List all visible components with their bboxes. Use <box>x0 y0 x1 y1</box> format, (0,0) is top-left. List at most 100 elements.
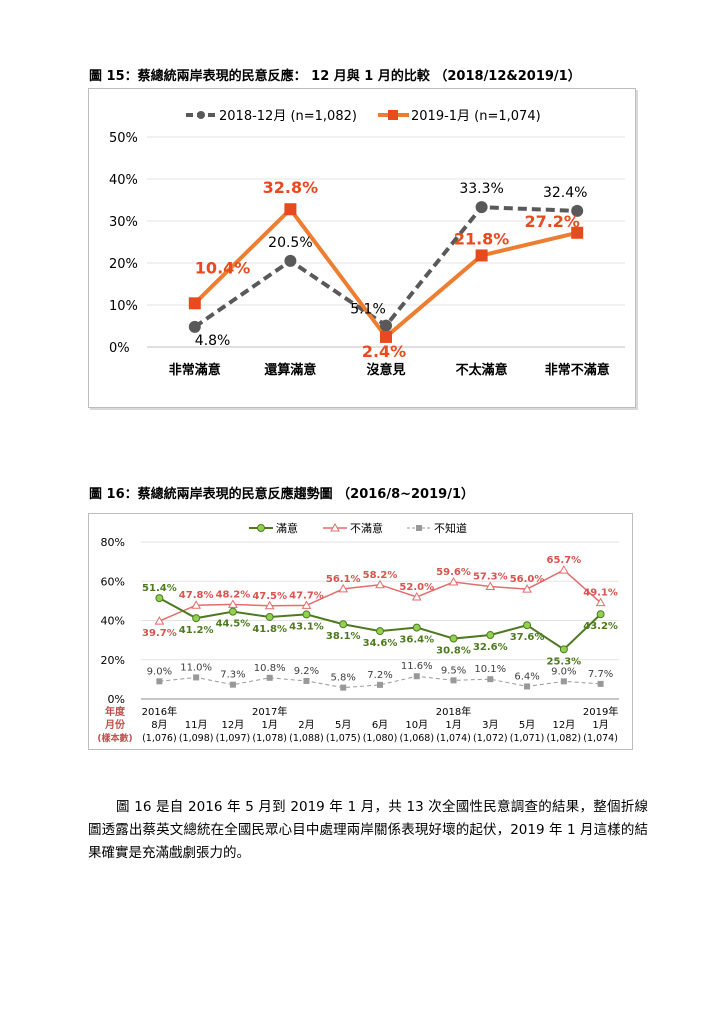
chart1-data-label-dec: 33.3% <box>459 181 503 197</box>
chart2-data-label-satisfied: 38.1% <box>326 631 361 642</box>
chart2-point-unknown <box>377 681 383 688</box>
chart2-data-label-unknown: 7.2% <box>367 670 392 681</box>
chart2-point-unknown <box>156 678 163 685</box>
chart2-point-dissatisfied <box>595 597 606 607</box>
chart1-point-dec <box>380 319 392 332</box>
chart2-xtick-month: 12月 <box>552 719 575 731</box>
figure16-title: 圖 16：蔡總統兩岸表現的民意反應趨勢圖 （2016/8~2019/1） <box>89 487 474 502</box>
chart1-data-label-jan: 27.2% <box>524 212 580 231</box>
chart2-data-label-dissatisfied: 56.1% <box>326 574 361 585</box>
chart2-data-label-unknown: 11.0% <box>180 662 212 673</box>
chart2-xtick-sample: (1,080) <box>363 733 398 744</box>
chart1-xtick-label: 非常不滿意 <box>545 362 610 378</box>
chart2-point-unknown <box>597 680 604 687</box>
chart2-ytick-label: 80% <box>101 536 125 549</box>
chart1-legend-label-jan: 2019-1月 (n=1,074) <box>411 109 541 124</box>
chart2-point-satisfied <box>449 634 458 643</box>
chart1-xtick-label: 不太滿意 <box>456 362 508 378</box>
chart1-point-jan <box>284 203 297 216</box>
chart2-data-label-unknown: 9.2% <box>294 666 319 677</box>
chart2-data-label-dissatisfied: 56.0% <box>510 574 545 585</box>
chart2-row-header-month: 月份 <box>104 718 126 731</box>
chart2-data-label-unknown: 5.8% <box>331 673 356 684</box>
chart2-point-dissatisfied <box>485 581 496 591</box>
chart2-point-dissatisfied <box>448 577 459 586</box>
chart2-data-label-satisfied: 51.4% <box>142 583 177 594</box>
chart1-ytick-label: 30% <box>109 215 138 230</box>
chart2-legend-label-satisfied: 滿意 <box>276 521 298 535</box>
chart1-xtick-label: 還算滿意 <box>264 362 316 378</box>
body-paragraph: 圖 16 是自 2016 年 5 月到 2019 年 1 月，共 13 次全國性… <box>88 799 648 861</box>
chart2-point-unknown <box>487 676 494 683</box>
chart2-point-dissatisfied <box>522 584 532 593</box>
chart2-xtick-sample: (1,072) <box>473 733 508 744</box>
chart1-xtick-label: 沒意見 <box>366 362 405 378</box>
chart1-data-label-dec: 4.8% <box>195 333 231 349</box>
chart2-xtick-sample: (1,076) <box>142 733 177 744</box>
chart1-data-label-dec: 32.4% <box>543 185 587 201</box>
chart2-point-satisfied <box>339 620 348 629</box>
chart2-ytick-label: 0% <box>108 693 125 706</box>
chart2-point-satisfied <box>302 610 311 619</box>
chart1-point-dec <box>571 204 584 217</box>
chart2-data-label-unknown: 9.0% <box>551 666 576 677</box>
chart2-data-label-unknown: 7.3% <box>220 670 245 681</box>
chart2-data-label-dissatisfied: 39.7% <box>142 628 177 639</box>
chart2-xtick-year: 2019年 <box>583 705 618 718</box>
chart2-point-dissatisfied <box>338 583 349 593</box>
chart2-data-label-satisfied: 43.2% <box>583 621 618 632</box>
chart1-ytick-label: 40% <box>109 173 138 188</box>
chart2-data-label-satisfied: 32.6% <box>473 642 508 653</box>
chart2-data-label-unknown: 11.6% <box>401 661 433 672</box>
chart2-point-satisfied <box>376 627 384 636</box>
chart2-xtick-year: 2017年 <box>252 705 287 718</box>
chart2-data-label-dissatisfied: 47.8% <box>179 590 214 601</box>
chart2-point-satisfied <box>412 623 421 632</box>
chart2-legend-label-unknown: 不知道 <box>434 521 467 535</box>
chart2-point-dissatisfied <box>558 565 569 574</box>
chart1-xtick-label: 非常滿意 <box>169 362 221 378</box>
chart2-point-satisfied <box>192 614 201 623</box>
chart2-point-unknown <box>229 681 236 688</box>
chart2-point-unknown <box>450 677 457 684</box>
chart1-data-label-jan: 2.4% <box>362 342 406 361</box>
chart2-data-label-satisfied: 37.6% <box>510 632 545 643</box>
chart2-point-unknown <box>413 673 420 680</box>
chart2-data-label-dissatisfied: 48.2% <box>216 589 251 600</box>
chart2-point-unknown <box>266 674 273 681</box>
chart1-point-dec <box>188 320 201 333</box>
chart1-data-label-jan: 10.4% <box>195 258 251 277</box>
chart2-legend-marker-dissatisfied <box>330 522 340 532</box>
chart1-legend-marker-jan <box>388 110 398 120</box>
chart2-data-label-satisfied: 30.8% <box>436 646 471 657</box>
chart2-container: 0% 20% 40% 60% 80% 滿意 不滿意 不知道 9.0% 11.0% 7.3% 10.8%… <box>88 513 633 750</box>
chart2-ytick-label: 20% <box>101 654 125 667</box>
chart2-data-label-dissatisfied: 59.6% <box>436 567 471 578</box>
chart2-point-satisfied <box>155 594 164 603</box>
chart2-point-dissatisfied <box>411 591 422 601</box>
chart2-legend-marker-unknown <box>416 525 422 531</box>
chart2-point-unknown <box>340 684 347 691</box>
chart2-xtick-month: 1月 <box>592 719 608 731</box>
chart2-data-label-dissatisfied: 49.1% <box>583 588 618 599</box>
chart2-point-dissatisfied <box>375 579 385 589</box>
chart2-svg: 0% 20% 40% 60% 80% 滿意 不滿意 不知道 9.0% 11.0% 7.3% 10.8%… <box>97 521 619 744</box>
chart2-data-label-satisfied: 36.4% <box>399 635 434 646</box>
chart2-data-label-unknown: 7.7% <box>588 669 613 680</box>
chart2-point-satisfied <box>559 645 568 654</box>
chart1-data-label-dec: 5.1% <box>350 302 386 318</box>
chart2-data-label-satisfied: 25.3% <box>546 656 581 667</box>
chart2-xtick-month: 11月 <box>185 719 208 731</box>
chart2-xtick-sample: (1,082) <box>547 733 582 744</box>
chart1-ytick-label: 50% <box>109 131 138 146</box>
chart2-xtick-sample: (1,097) <box>216 733 251 744</box>
chart2-xtick-month: 12月 <box>222 719 245 731</box>
chart1-legend-label-dec: 2018-12月 (n=1,082) <box>219 109 357 124</box>
chart1-ytick-label: 0% <box>109 341 130 356</box>
chart2-data-label-satisfied: 43.1% <box>289 621 324 632</box>
chart2-xtick-sample: (1,074) <box>583 733 618 744</box>
chart2-data-label-unknown: 6.4% <box>514 671 539 682</box>
chart1-series-line-jan <box>193 206 578 340</box>
chart2-point-satisfied <box>486 631 495 640</box>
chart1-ytick-label: 20% <box>109 257 138 272</box>
